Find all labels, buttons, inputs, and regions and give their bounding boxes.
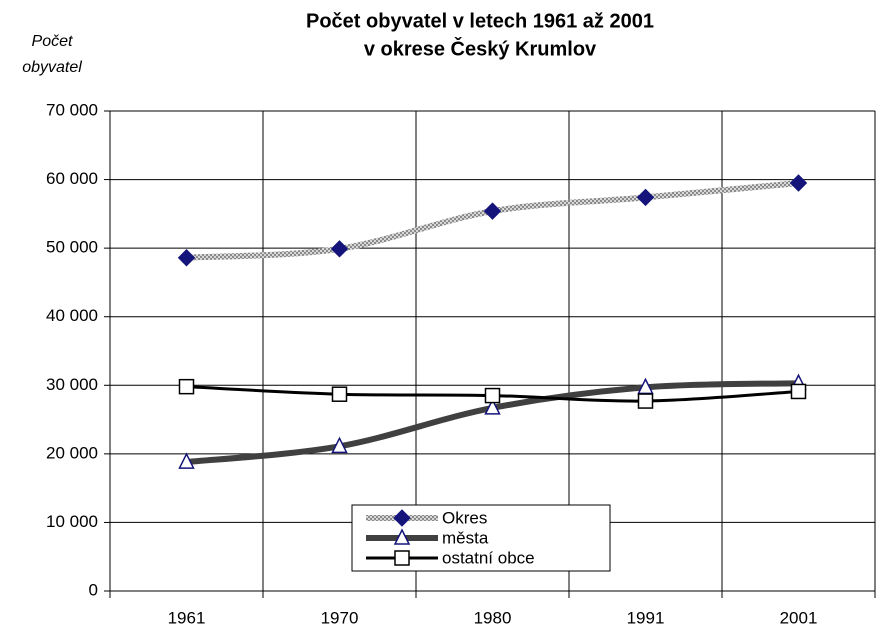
marker — [177, 249, 196, 267]
y-tick-label: 10 000 — [46, 512, 98, 531]
marker — [178, 378, 195, 395]
marker — [331, 386, 348, 402]
marker — [484, 387, 501, 404]
chart-title: Počet obyvatel v letech 1961 až 2001 — [306, 10, 654, 32]
y-axis-title: Počet — [32, 33, 73, 50]
marker — [393, 528, 411, 545]
y-tick-label: 20 000 — [46, 443, 98, 462]
y-tick-label: 60 000 — [46, 169, 98, 188]
marker — [331, 436, 348, 454]
y-tick-label: 50 000 — [46, 238, 98, 257]
marker — [394, 550, 410, 566]
legend-label: ostatní obce — [442, 548, 535, 567]
legend-label: Okres — [442, 508, 487, 527]
marker — [790, 383, 807, 400]
y-axis-title: obyvatel — [22, 59, 82, 76]
legend-label: města — [442, 528, 489, 547]
marker — [330, 240, 349, 258]
marker — [483, 202, 502, 220]
x-tick-label: 2001 — [780, 608, 818, 627]
y-tick-label: 0 — [89, 580, 98, 599]
marker — [789, 174, 808, 192]
y-tick-label: 30 000 — [46, 375, 98, 394]
marker — [636, 188, 655, 207]
y-tick-label: 70 000 — [46, 100, 98, 119]
marker — [637, 393, 654, 409]
x-tick-label: 1961 — [168, 608, 206, 627]
chart-title: v okrese Český Krumlov — [364, 36, 597, 60]
y-tick-label: 40 000 — [46, 306, 98, 325]
x-tick-label: 1980 — [474, 608, 512, 627]
marker — [393, 509, 411, 527]
marker — [484, 398, 501, 415]
x-tick-label: 1991 — [627, 608, 665, 627]
line — [186, 180, 799, 261]
marker — [178, 452, 195, 469]
x-tick-label: 1970 — [321, 608, 359, 627]
